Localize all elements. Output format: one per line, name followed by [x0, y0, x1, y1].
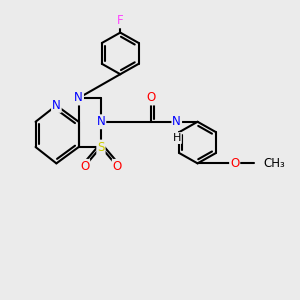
Text: N: N — [74, 92, 83, 104]
Text: O: O — [113, 160, 122, 173]
Text: O: O — [147, 92, 156, 104]
Text: O: O — [80, 160, 89, 173]
Text: O: O — [230, 157, 239, 170]
Text: N: N — [52, 99, 61, 112]
Text: CH₃: CH₃ — [263, 157, 285, 170]
Text: F: F — [117, 14, 124, 27]
Text: F: F — [117, 14, 124, 27]
Text: N: N — [97, 115, 105, 128]
Text: S: S — [97, 140, 105, 154]
Text: N: N — [172, 115, 181, 128]
Text: H: H — [172, 133, 181, 143]
